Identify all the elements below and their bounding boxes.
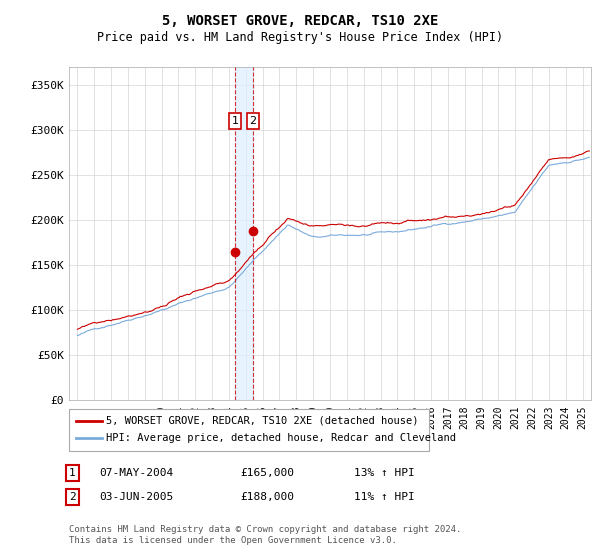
Text: 5, WORSET GROVE, REDCAR, TS10 2XE: 5, WORSET GROVE, REDCAR, TS10 2XE [162, 14, 438, 28]
Text: 13% ↑ HPI: 13% ↑ HPI [354, 468, 415, 478]
Text: 2: 2 [250, 116, 256, 126]
Text: Contains HM Land Registry data © Crown copyright and database right 2024.
This d: Contains HM Land Registry data © Crown c… [69, 525, 461, 545]
Text: 07-MAY-2004: 07-MAY-2004 [99, 468, 173, 478]
Text: 03-JUN-2005: 03-JUN-2005 [99, 492, 173, 502]
Text: £188,000: £188,000 [240, 492, 294, 502]
Text: 2: 2 [69, 492, 76, 502]
Text: £165,000: £165,000 [240, 468, 294, 478]
Text: 1: 1 [232, 116, 238, 126]
Text: 11% ↑ HPI: 11% ↑ HPI [354, 492, 415, 502]
Text: HPI: Average price, detached house, Redcar and Cleveland: HPI: Average price, detached house, Redc… [106, 433, 456, 444]
Bar [235, 67, 253, 400]
Text: 1: 1 [69, 468, 76, 478]
Text: Price paid vs. HM Land Registry's House Price Index (HPI): Price paid vs. HM Land Registry's House … [97, 31, 503, 44]
Text: 5, WORSET GROVE, REDCAR, TS10 2XE (detached house): 5, WORSET GROVE, REDCAR, TS10 2XE (detac… [106, 416, 419, 426]
